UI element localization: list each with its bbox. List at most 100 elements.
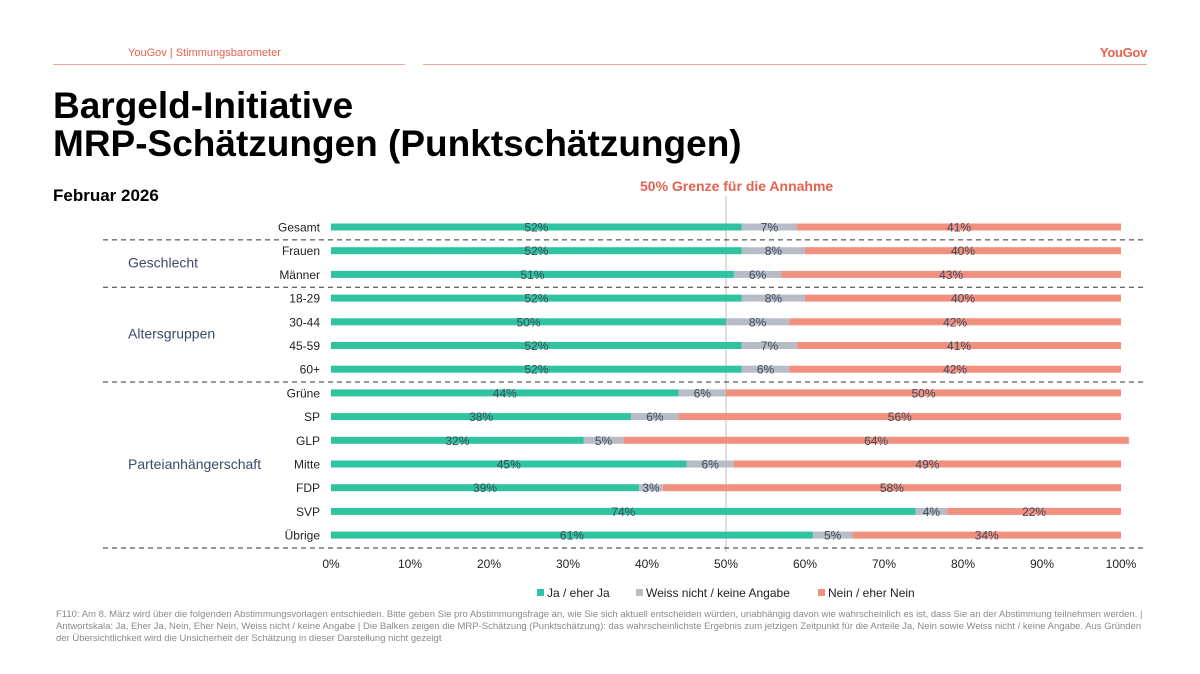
bar-unknown [741, 365, 790, 373]
data-label-yes: 38% [469, 410, 493, 424]
legend-swatch-no [818, 589, 825, 596]
bar-no [852, 531, 1121, 539]
bar-unknown [639, 484, 663, 492]
data-label-unknown: 8% [749, 315, 767, 329]
data-label-yes: 52% [524, 339, 548, 353]
x-tick-label: 90% [1030, 557, 1054, 571]
data-label-yes: 45% [497, 458, 521, 472]
legend-label-no: Nein / eher Nein [828, 586, 915, 600]
legend-swatch-yes [537, 589, 544, 596]
source-label: YouGov | Stimmungsbarometer [128, 47, 281, 59]
footnote: F110: Am 8. März wird über die folgenden… [56, 609, 1143, 644]
bar-no [805, 294, 1121, 302]
bar-unknown [741, 342, 798, 349]
bar-no [678, 413, 1121, 421]
data-label-no: 56% [888, 410, 912, 424]
category-label: Männer [279, 268, 320, 282]
data-label-unknown: 6% [646, 410, 664, 424]
category-label: Frauen [282, 244, 320, 258]
bar-unknown [686, 460, 734, 468]
bar-yes [331, 365, 742, 373]
data-label-yes: 52% [524, 292, 548, 306]
bar-unknown [915, 507, 948, 515]
data-label-yes: 51% [520, 268, 544, 282]
bar-unknown [678, 389, 726, 397]
data-label-no: 40% [951, 292, 975, 306]
bar-yes [331, 413, 632, 421]
bar-no [789, 318, 1121, 326]
x-tick-label: 100% [1106, 557, 1137, 571]
bar-yes [331, 436, 584, 444]
data-label-unknown: 6% [749, 268, 767, 282]
data-label-no: 42% [943, 363, 967, 377]
bar-yes [331, 342, 742, 349]
data-label-unknown: 7% [761, 221, 779, 235]
yougov-logo: YouGov [1099, 45, 1147, 60]
bar-yes [331, 389, 679, 397]
category-label: SVP [296, 505, 320, 519]
data-label-unknown: 6% [702, 458, 720, 472]
x-tick-label: 50% [714, 557, 738, 571]
x-tick-label: 70% [872, 557, 896, 571]
legend-label-yes: Ja / eher Ja [547, 586, 610, 600]
data-label-yes: 74% [611, 505, 635, 519]
data-label-yes: 52% [524, 221, 548, 235]
category-label: 45-59 [289, 339, 320, 353]
page-title: Bargeld-Initiative MRP-Schätzungen (Punk… [53, 87, 742, 163]
data-label-yes: 61% [560, 529, 584, 543]
category-label: 30-44 [289, 315, 320, 329]
x-tick-label: 0% [322, 557, 340, 571]
x-tick-label: 10% [398, 557, 422, 571]
group-label: Geschlecht [128, 255, 198, 271]
group-label: Altersgruppen [128, 326, 215, 342]
bar-unknown [741, 247, 805, 255]
legend-item-unknown: Weiss nicht / keine Angabe [636, 586, 790, 600]
bar-no [797, 223, 1121, 231]
legend-item-no: Nein / eher Nein [818, 586, 915, 600]
data-label-unknown: 8% [765, 244, 783, 258]
data-label-no: 42% [943, 315, 967, 329]
category-label: Grüne [287, 386, 321, 400]
x-tick-label: 80% [951, 557, 975, 571]
bar-yes [331, 531, 813, 539]
group-label: Parteianhängerschaft [128, 456, 261, 472]
data-label-unknown: 7% [761, 339, 779, 353]
category-label: Gesamt [278, 221, 321, 235]
data-label-no: 64% [864, 434, 888, 448]
header-divider-right [423, 64, 1147, 65]
x-tick-label: 20% [477, 557, 501, 571]
category-label: SP [304, 410, 320, 424]
bar-unknown [741, 294, 805, 302]
data-label-no: 41% [947, 339, 971, 353]
bar-no [947, 507, 1121, 515]
legend-item-yes: Ja / eher Ja [537, 586, 610, 600]
data-label-no: 22% [1022, 505, 1046, 519]
bar-yes [331, 460, 687, 468]
page-subtitle: Februar 2026 [53, 186, 159, 205]
category-label: Übrige [285, 529, 321, 543]
data-label-unknown: 3% [642, 481, 660, 495]
threshold-label: 50% Grenze für die Annahme [640, 178, 834, 194]
bar-yes [331, 507, 916, 515]
data-label-no: 34% [975, 529, 999, 543]
data-label-no: 40% [951, 244, 975, 258]
bar-yes [331, 484, 640, 492]
bar-no [797, 342, 1121, 349]
bar-unknown [733, 270, 782, 278]
data-label-no: 43% [939, 268, 963, 282]
bar-yes [331, 223, 742, 231]
data-label-yes: 32% [445, 434, 469, 448]
bar-no [662, 484, 1121, 492]
bar-yes [331, 318, 726, 326]
x-tick-label: 40% [635, 557, 659, 571]
data-label-unknown: 6% [694, 386, 712, 400]
header-divider-left [53, 64, 405, 65]
data-label-yes: 52% [524, 363, 548, 377]
data-label-yes: 44% [493, 386, 517, 400]
data-label-unknown: 5% [595, 434, 613, 448]
legend-swatch-unknown [636, 589, 643, 596]
data-label-yes: 52% [524, 244, 548, 258]
data-label-yes: 39% [473, 481, 497, 495]
bar-no [733, 460, 1121, 468]
category-label: Mitte [294, 458, 320, 472]
